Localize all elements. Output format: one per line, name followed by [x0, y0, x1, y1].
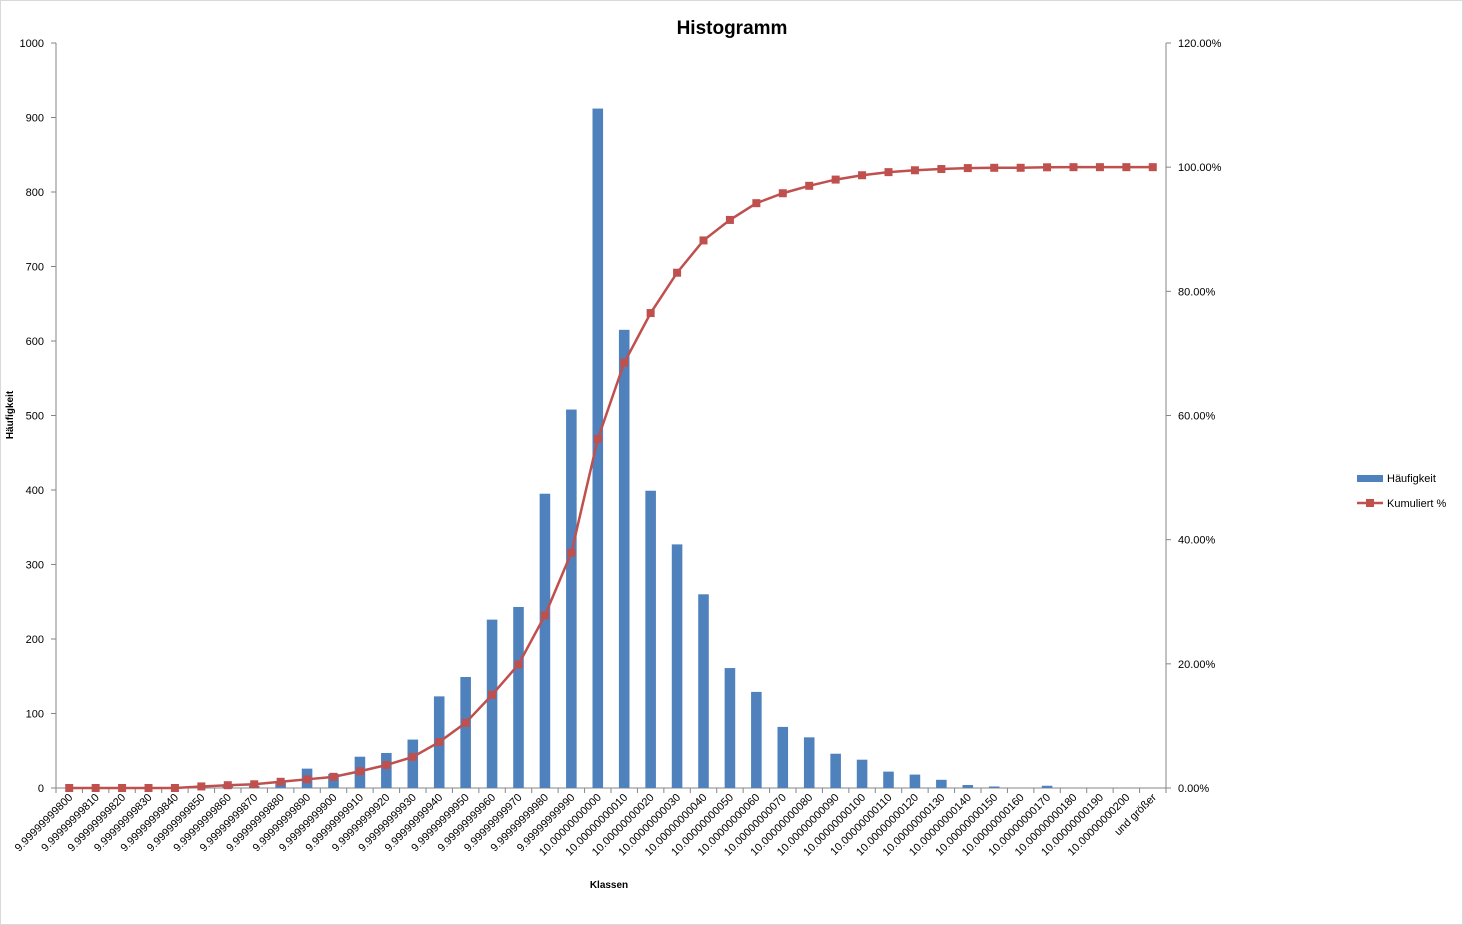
cumulative-marker [778, 189, 787, 198]
histogram-bar [830, 753, 841, 788]
plot-area: 0 100 200 300 400 500 600 700 800 900 1000 0.00% 20.… [13, 38, 1222, 859]
histogram-bar [1041, 785, 1053, 788]
y-tick-label: 600 [26, 336, 44, 348]
y2-tick-label: 40.00% [1178, 535, 1216, 547]
y-tick-label: 400 [26, 485, 44, 497]
cumulative-marker [963, 164, 972, 173]
y-tick-label: 700 [26, 262, 44, 274]
y-tick-label: 500 [26, 411, 44, 423]
y-tick-label: 100 [26, 709, 44, 721]
cumulative-marker [752, 199, 761, 208]
y2-tick-label: 60.00% [1178, 411, 1216, 423]
cumulative-marker [673, 268, 682, 277]
histogram-bar [698, 594, 709, 788]
y-tick-label: 300 [26, 560, 44, 572]
histogram-bar [566, 409, 577, 788]
cumulative-marker [646, 309, 655, 318]
cumulative-marker [937, 165, 946, 174]
cumulative-marker [910, 166, 919, 175]
histogram-bar [962, 785, 974, 788]
histogram-bar [539, 493, 551, 788]
cumulative-marker [250, 780, 259, 789]
cumulative-marker [65, 784, 74, 792]
y-tick-label: 1000 [20, 38, 44, 50]
histogram-bar [909, 774, 921, 788]
histogram-bar [328, 773, 339, 788]
cumulative-marker [1069, 163, 1078, 172]
cumulative-marker [593, 435, 602, 444]
cumulative-marker [540, 611, 549, 620]
y2-tick-label: 120.00% [1178, 38, 1222, 50]
histogram-bar [777, 726, 789, 788]
cumulative-marker [303, 775, 312, 784]
cumulative-marker [329, 772, 338, 781]
cumulative-marker [118, 784, 127, 792]
y-tick-label: 200 [26, 634, 44, 646]
legend-label-haeufigkeit: Häufigkeit [1387, 473, 1436, 485]
histogram-bar [407, 739, 419, 788]
chart-title: Histogramm [677, 18, 788, 39]
y-tick-label: 0 [38, 783, 44, 795]
cumulative-marker [725, 215, 734, 224]
y2-tick-label: 20.00% [1178, 659, 1216, 671]
histogram-bar [645, 490, 656, 788]
cumulative-marker [197, 782, 206, 791]
y-tick-label: 900 [26, 113, 44, 125]
histogram-bar [618, 329, 630, 788]
cumulative-marker [461, 718, 470, 727]
y2-tick-label: 80.00% [1178, 286, 1216, 298]
y-tick-label: 800 [26, 187, 44, 199]
histogram-bar [988, 786, 1000, 788]
cumulative-marker [1016, 163, 1025, 172]
cumulative-marker [1043, 163, 1052, 172]
legend-swatch-haeufigkeit [1357, 475, 1383, 482]
histogram-bar [486, 619, 498, 788]
histogram-bar [513, 606, 524, 788]
cumulative-marker [884, 168, 893, 177]
histogram-bar [592, 108, 604, 788]
cumulative-marker [435, 738, 444, 747]
cumulative-marker [223, 781, 232, 790]
cumulative-marker [408, 752, 417, 761]
cumulative-marker [990, 163, 999, 172]
y2-tick-label: 0.00% [1178, 783, 1209, 795]
legend: Häufigkeit Kumuliert % [1357, 473, 1447, 510]
histogram-bar [671, 544, 683, 788]
cumulative-marker [144, 784, 153, 792]
cumulative-marker [1148, 163, 1157, 172]
cumulative-marker [276, 777, 285, 786]
histogram-bar [803, 737, 815, 788]
cumulative-marker [567, 548, 576, 557]
cumulative-marker [620, 358, 629, 367]
cumulative-line [69, 165, 1153, 790]
cumulative-marker [91, 784, 100, 792]
cumulative-marker [382, 761, 391, 770]
cumulative-marker [170, 784, 179, 792]
cumulative-marker [1095, 163, 1104, 172]
cumulative-marker [831, 175, 840, 184]
cumulative-marker [488, 690, 497, 699]
cumulative-marker [699, 236, 708, 245]
histogram-bar [883, 771, 894, 788]
cumulative-marker [355, 767, 364, 776]
cumulative-marker [514, 660, 523, 669]
x-axis-title: Klassen [590, 880, 628, 891]
histogram-bar [724, 668, 736, 788]
legend-label-kumuliert: Kumuliert % [1387, 498, 1447, 510]
legend-swatch-kumuliert-marker [1366, 499, 1374, 507]
histogram-bar [381, 752, 392, 788]
y-axis-title: Häufigkeit [5, 390, 16, 439]
histogram-bar [856, 759, 868, 788]
cumulative-marker [805, 181, 814, 190]
cumulative-marker [858, 171, 867, 180]
histogram-bar [460, 676, 471, 788]
histogram-bar [936, 779, 947, 788]
histogram-bar [751, 691, 762, 788]
cumulative-marker [1122, 163, 1131, 172]
y2-tick-label: 100.00% [1178, 162, 1222, 174]
